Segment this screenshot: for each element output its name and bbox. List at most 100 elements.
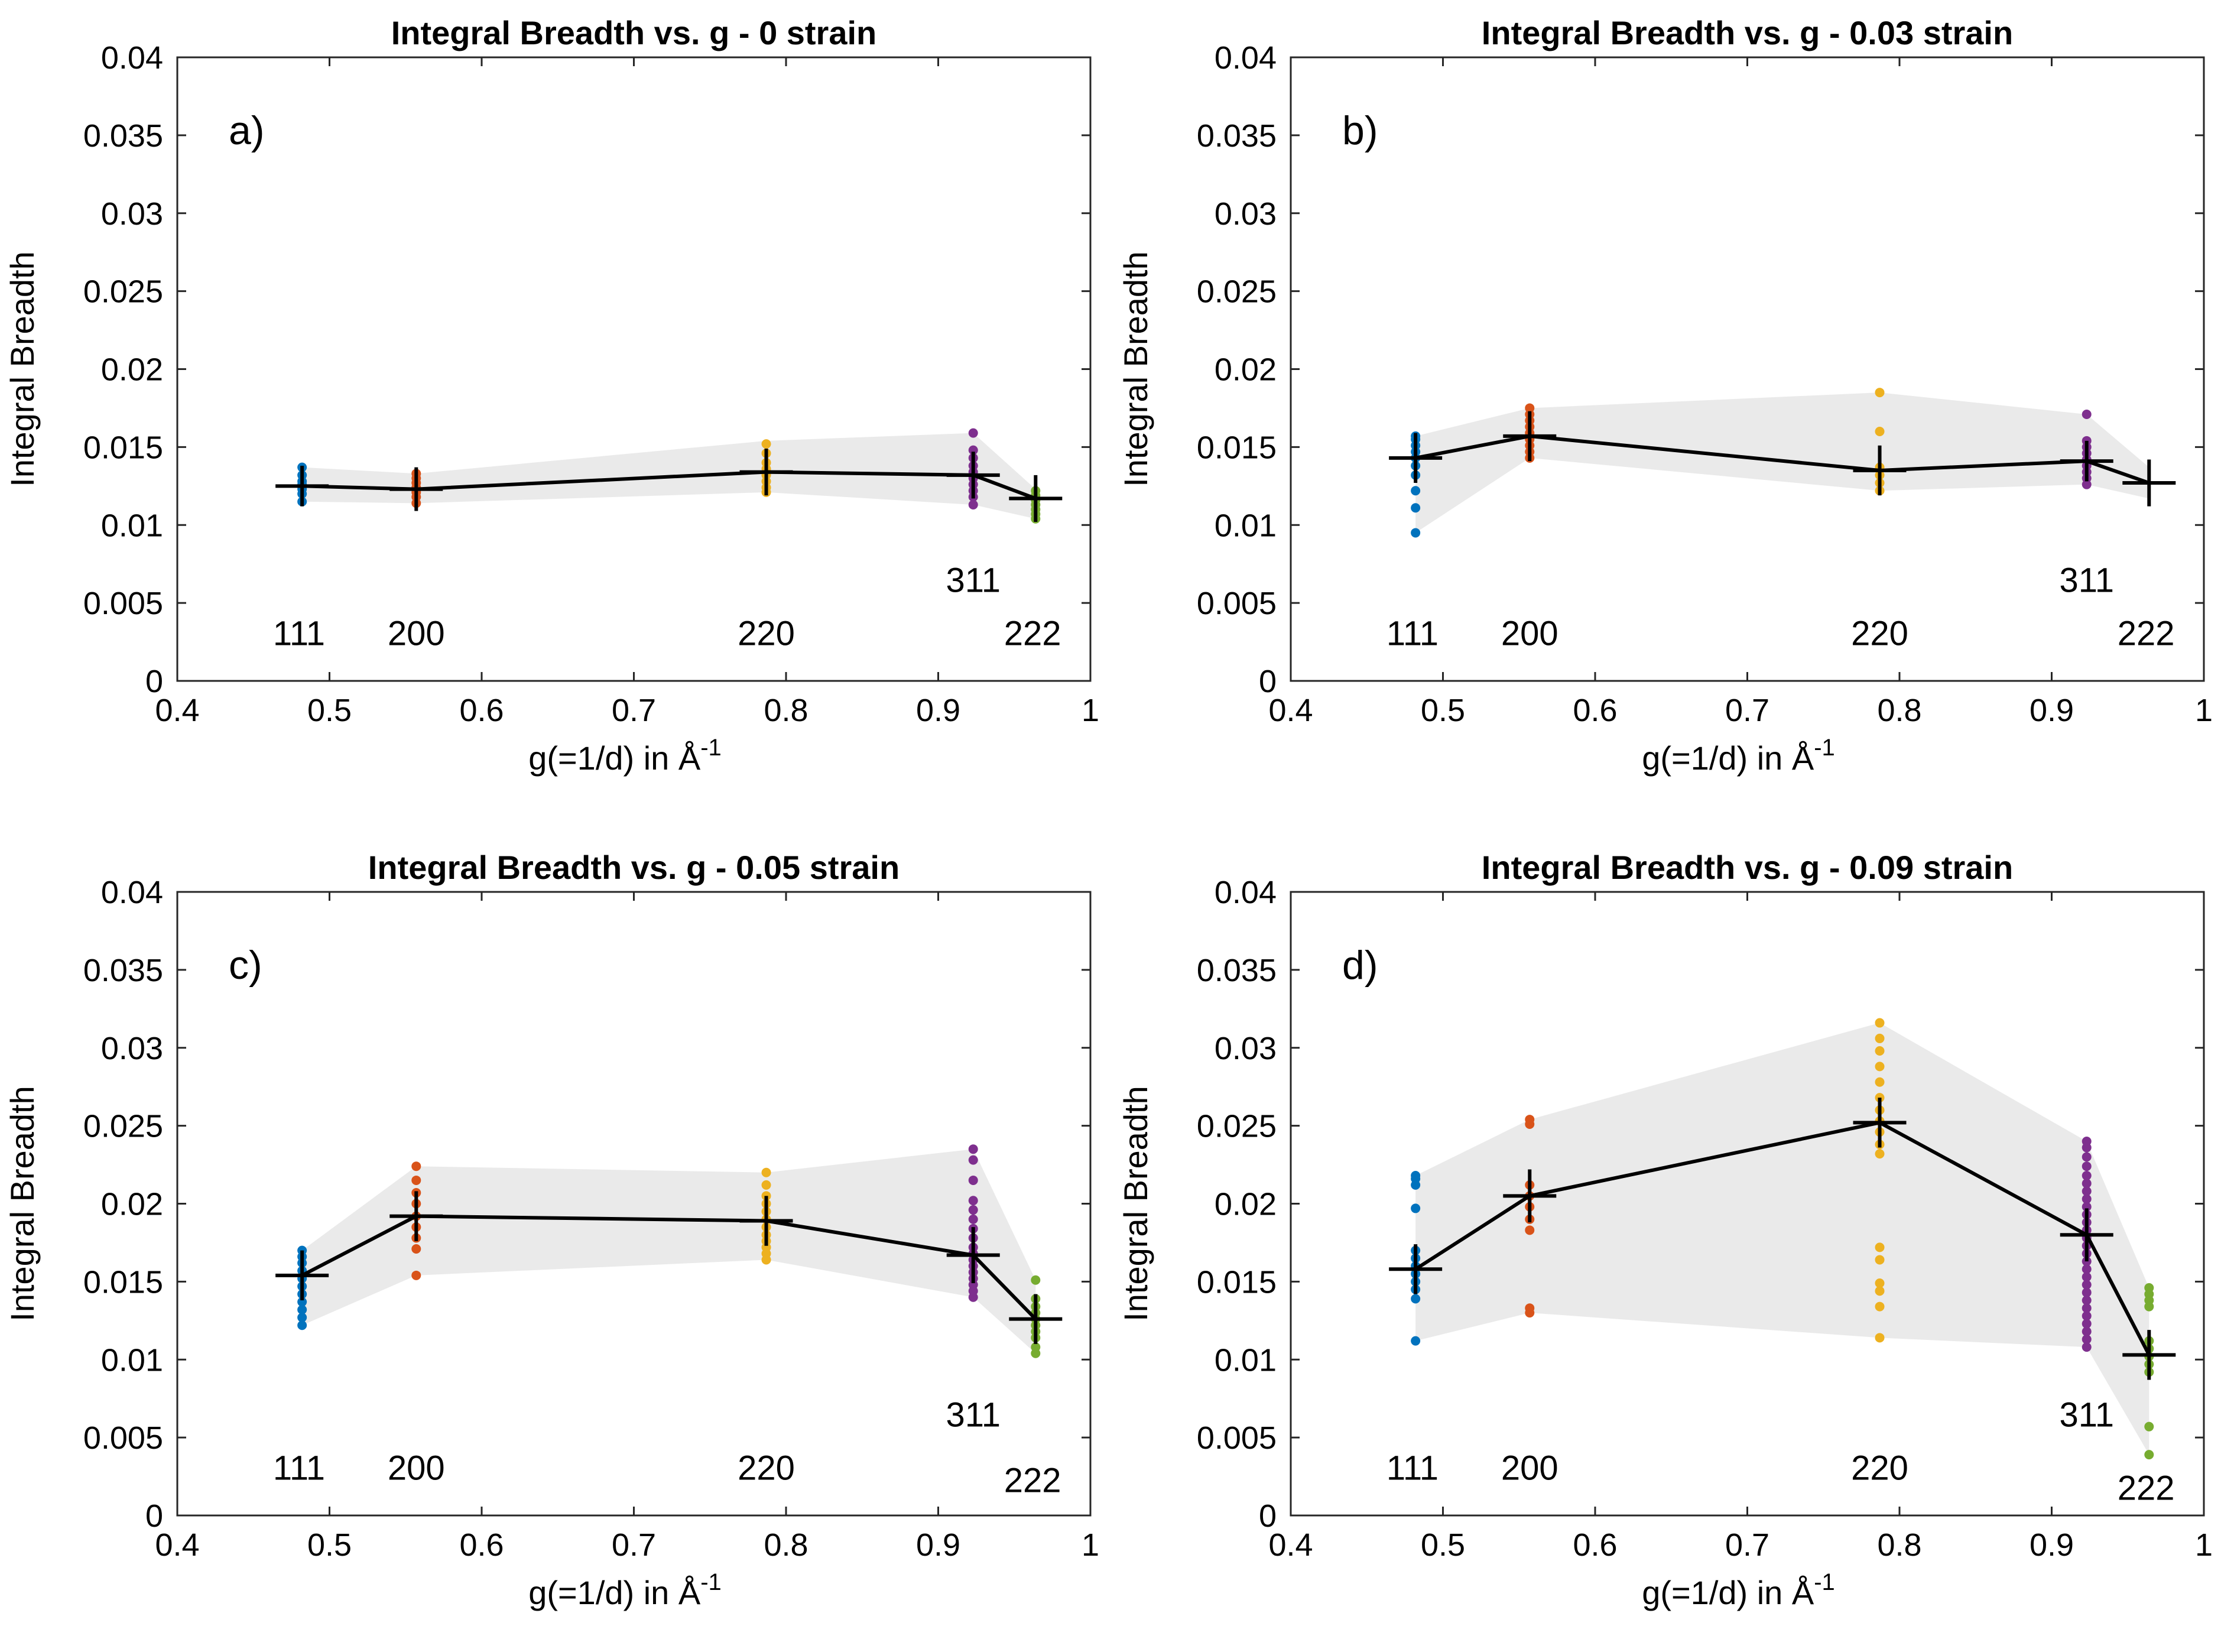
- reflection-label-111: 111: [273, 1449, 325, 1487]
- data-point-311: [2082, 1161, 2092, 1171]
- reflection-label-311: 311: [2059, 1396, 2113, 1434]
- reflection-points-222: [2144, 1283, 2154, 1460]
- x-tick-label: 0.8: [1877, 1527, 1921, 1563]
- data-point-311: [2082, 1137, 2092, 1146]
- y-tick-label: 0.01: [101, 1342, 163, 1378]
- x-axis-label-exponent: -1: [1814, 1569, 1835, 1595]
- y-tick-label: 0.005: [83, 1420, 163, 1456]
- x-tick-label: 0.9: [916, 693, 960, 728]
- x-tick-label: 1: [1082, 1527, 1099, 1563]
- data-point-220: [761, 1167, 771, 1177]
- x-tick-label: 0.7: [612, 1527, 656, 1563]
- data-point-200: [411, 1161, 421, 1171]
- data-point-111: [297, 1304, 307, 1315]
- y-tick-label: 0.01: [101, 508, 163, 543]
- y-tick-label: 0.005: [1197, 1420, 1277, 1456]
- data-point-311: [2082, 1264, 2092, 1274]
- data-point-220: [1875, 1077, 1885, 1087]
- data-point-220: [761, 439, 771, 449]
- data-point-311: [2082, 1334, 2092, 1344]
- data-point-311: [968, 428, 978, 438]
- y-tick-label: 0.03: [101, 1031, 163, 1066]
- data-point-311: [968, 1214, 978, 1224]
- y-tick-label: 0.03: [101, 196, 163, 232]
- data-point-111: [1411, 528, 1421, 538]
- data-point-220: [1875, 427, 1885, 436]
- y-axis-label: Integral Breadth: [4, 1086, 41, 1321]
- panel-label: c): [229, 943, 262, 988]
- data-point-311: [2082, 1280, 2092, 1290]
- data-point-111: [1411, 1171, 1421, 1181]
- y-tick-label: 0.025: [1197, 1109, 1277, 1144]
- x-tick-label: 0.4: [1268, 693, 1313, 728]
- x-tick-label: 0.9: [2030, 1527, 2074, 1563]
- reflection-points-200: [1525, 1115, 1535, 1318]
- y-tick-label: 0.03: [1215, 1031, 1277, 1066]
- reflection-label-222: 222: [2118, 614, 2175, 653]
- data-point-311: [968, 1144, 978, 1154]
- data-point-111: [1411, 503, 1421, 513]
- reflection-label-111: 111: [1386, 614, 1439, 653]
- reflection-label-222: 222: [1004, 1461, 1061, 1500]
- data-point-222: [2144, 1283, 2154, 1293]
- data-point-311: [2082, 1202, 2092, 1212]
- reflection-label-220: 220: [1851, 614, 1908, 653]
- data-point-311: [2082, 1311, 2092, 1321]
- x-tick-label: 0.5: [307, 693, 352, 728]
- data-point-311: [2082, 1194, 2092, 1204]
- data-point-220: [1875, 1333, 1885, 1343]
- x-tick-label: 0.5: [1421, 1527, 1465, 1563]
- x-tick-label: 1: [1082, 693, 1099, 728]
- x-axis-label: g(=1/d) in Å-1: [1642, 1569, 1835, 1611]
- data-point-220: [1875, 388, 1885, 398]
- x-tick-label: 1: [2195, 1527, 2213, 1563]
- y-tick-label: 0.02: [101, 352, 163, 388]
- y-tick-label: 0.015: [83, 1264, 163, 1300]
- y-tick-label: 0.01: [1215, 508, 1277, 543]
- y-tick-label: 0.02: [101, 1187, 163, 1222]
- y-tick-label: 0.015: [83, 430, 163, 465]
- data-point-311: [2082, 1303, 2092, 1313]
- data-point-311: [968, 499, 978, 509]
- data-point-111: [1411, 1203, 1421, 1213]
- data-point-311: [968, 1196, 978, 1206]
- data-point-311: [2082, 1296, 2092, 1306]
- reflection-label-200: 200: [388, 1449, 445, 1487]
- data-point-311: [2082, 1326, 2092, 1336]
- y-axis-label: Integral Breadth: [1117, 1086, 1154, 1321]
- data-point-200: [411, 1270, 421, 1280]
- y-tick-label: 0.01: [1215, 1342, 1277, 1378]
- data-point-111: [1411, 486, 1421, 496]
- range-band: [1415, 1023, 2149, 1455]
- data-point-220: [1875, 1033, 1885, 1043]
- y-tick-label: 0.035: [1197, 953, 1277, 988]
- x-tick-label: 0.6: [1573, 693, 1617, 728]
- x-tick-label: 0.9: [916, 1527, 960, 1563]
- x-tick-label: 0.8: [1877, 693, 1921, 728]
- chart-title: Integral Breadth vs. g - 0.05 strain: [368, 849, 900, 886]
- y-tick-label: 0.02: [1215, 1187, 1277, 1222]
- x-tick-label: 0.4: [155, 1527, 199, 1563]
- x-tick-label: 0.6: [459, 1527, 504, 1563]
- y-tick-label: 0.025: [1197, 274, 1277, 310]
- x-tick-label: 1: [2195, 693, 2213, 728]
- x-tick-label: 0.6: [459, 693, 504, 728]
- x-tick-label: 0.8: [764, 693, 808, 728]
- y-tick-label: 0.04: [1215, 40, 1277, 76]
- y-tick-label: 0.015: [1197, 430, 1277, 465]
- data-point-220: [1875, 1278, 1885, 1289]
- data-point-311: [2082, 1186, 2092, 1196]
- x-tick-label: 0.8: [764, 1527, 808, 1563]
- y-tick-label: 0: [1259, 1498, 1277, 1534]
- data-point-311: [2082, 1152, 2092, 1162]
- x-axis-label-text: g(=1/d) in Å: [528, 739, 701, 777]
- x-axis-label-text: g(=1/d) in Å: [528, 1574, 701, 1611]
- data-point-220: [1875, 1062, 1885, 1072]
- reflection-label-220: 220: [738, 1449, 795, 1487]
- reflection-label-200: 200: [1501, 614, 1558, 653]
- x-axis-label-text: g(=1/d) in Å: [1642, 1574, 1814, 1611]
